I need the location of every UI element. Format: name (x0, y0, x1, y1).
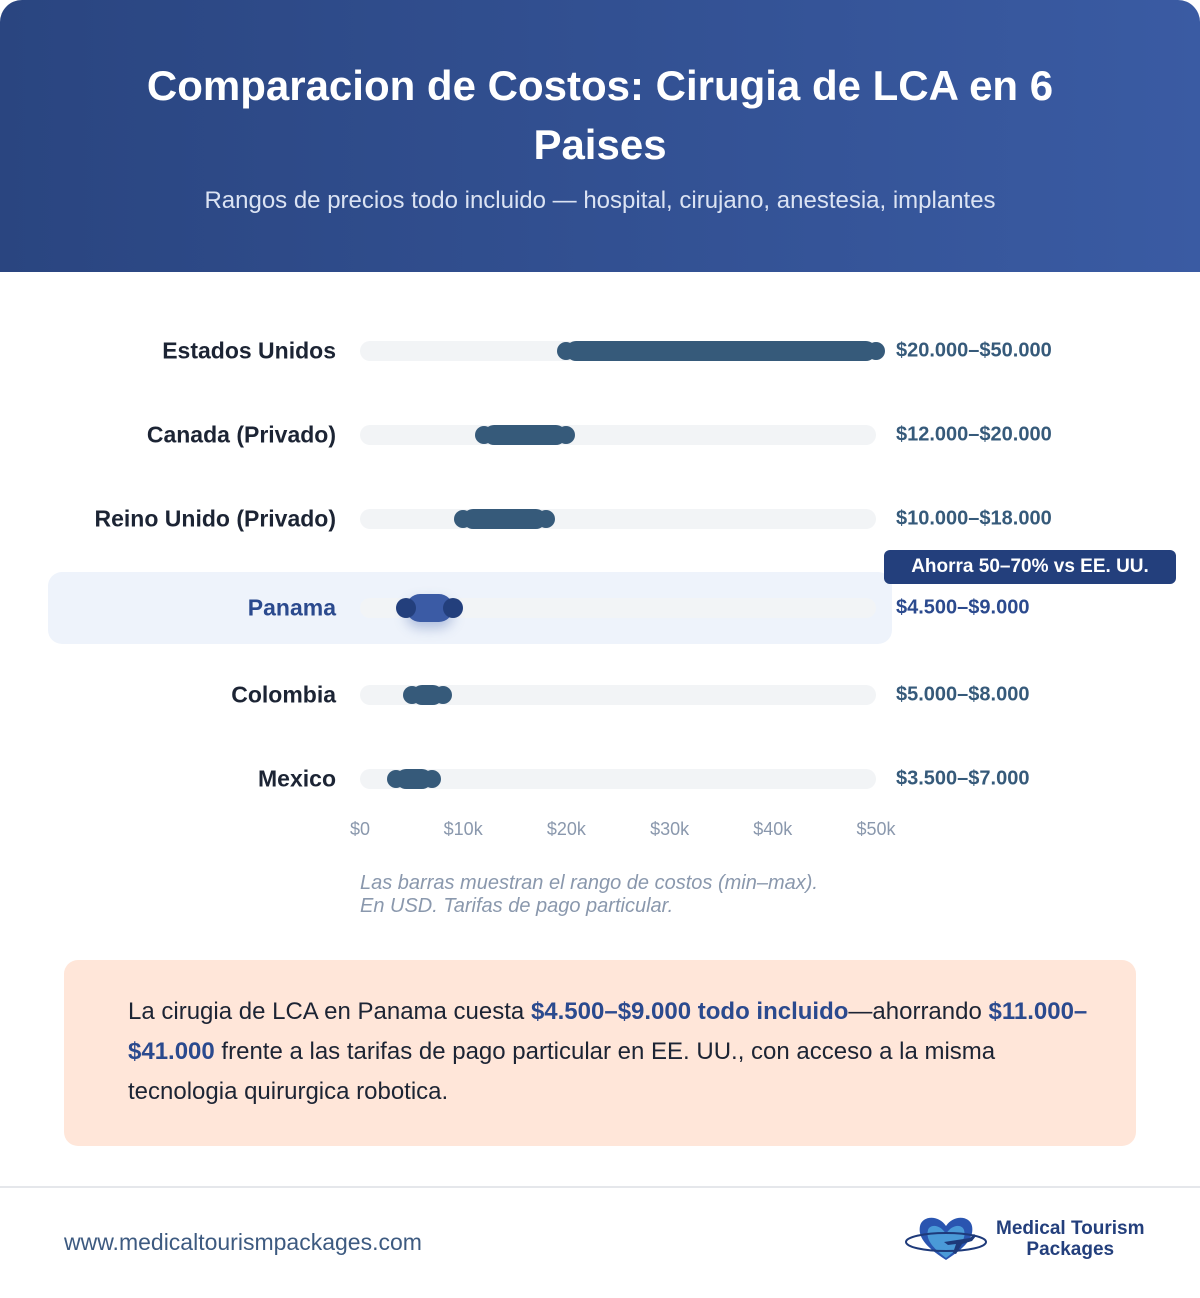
website-link[interactable]: www.medicaltourismpackages.com (64, 1229, 422, 1255)
range-value-label: $20.000–$50.000 (896, 339, 1052, 362)
category-label: Canada (Privado) (146, 421, 336, 448)
range-min-dot (387, 770, 406, 788)
callout-text: frente a las tarifas de pago particular … (128, 1038, 996, 1105)
category-label: Colombia (231, 681, 336, 708)
callout-savings: $11.000–$41.000 (128, 998, 1088, 1065)
bar-track (360, 425, 876, 445)
x-tick-label: $0 (349, 819, 371, 839)
category-label: Reino Unido (Privado) (94, 505, 337, 532)
summary-callout: La cirugia de LCA en Panama cuesta $4.50… (64, 960, 1136, 1146)
category-label: Estados Unidos (162, 337, 336, 364)
bar-track (360, 598, 876, 618)
range-max-dot (442, 598, 463, 618)
range-min-dot (474, 426, 493, 444)
bar-track (360, 685, 876, 705)
page-subtitle: Rangos de precios todo incluido — hospit… (204, 187, 996, 214)
note-line: Las barras muestran el rango de costos (… (360, 872, 818, 894)
bar-track (360, 769, 876, 789)
x-tick-label: $50k (856, 819, 896, 839)
range-bar (483, 425, 567, 445)
range-value-label: $12.000–$20.000 (896, 423, 1052, 446)
range-min-dot (402, 686, 421, 704)
callout-price: $4.500–$9.000 todo incluido (530, 998, 849, 1025)
category-label: Panama (247, 594, 336, 621)
range-value-label: $10.000–$18.000 (896, 507, 1052, 530)
category-label: Mexico (258, 765, 336, 792)
range-bar (396, 769, 433, 789)
range-min-dot (454, 510, 473, 528)
footer-divider (0, 1186, 1200, 1188)
logo-line: Medical Tourism (996, 1218, 1145, 1239)
range-value-label: $4.500–$9.000 (896, 596, 1030, 619)
x-tick-label: $40k (753, 819, 793, 839)
logo-text: Medical Tourism Packages (996, 1218, 1145, 1260)
range-min-dot (557, 342, 576, 360)
page-title: Comparacion de Costos: Cirugia de LCA en… (146, 62, 1054, 168)
savings-badge: Ahorra 50–70% vs EE. UU. (884, 550, 1176, 584)
range-max-dot (433, 686, 452, 704)
x-tick-label: $20k (546, 819, 586, 839)
range-max-dot (557, 426, 576, 444)
range-value-label: $5.000–$8.000 (896, 683, 1030, 706)
callout-text: La cirugia de LCA en Panama cuesta (128, 998, 531, 1025)
note-line: En USD. Tarifas de pago particular. (360, 895, 674, 917)
bar-track (360, 509, 876, 529)
heart-plane-logo-icon (905, 1217, 987, 1260)
range-max-dot (867, 342, 885, 360)
range-bar (463, 509, 546, 529)
x-tick-label: $10k (443, 819, 483, 839)
range-value-label: $3.500–$7.000 (896, 767, 1030, 790)
logo-line: Packages (1026, 1239, 1115, 1260)
header: Comparacion de Costos: Cirugia de LCA en… (0, 0, 1200, 272)
range-max-dot (536, 510, 555, 528)
range-min-dot (396, 598, 417, 618)
range-bar (566, 341, 876, 361)
chart-note: Las barras muestran el rango de costos (… (360, 872, 818, 918)
range-max-dot (423, 770, 442, 788)
x-tick-label: $30k (650, 819, 690, 839)
callout-text: —ahorrando (848, 998, 989, 1025)
